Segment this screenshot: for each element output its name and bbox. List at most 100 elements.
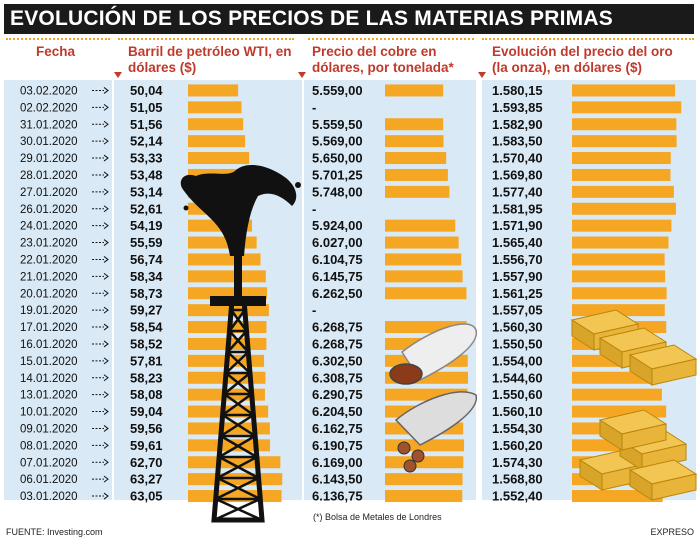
date-label: 27.01.2020 — [20, 187, 78, 199]
divider — [118, 38, 294, 40]
copper-value-label: - — [312, 201, 316, 216]
gold-value-label: 1.593,85 — [492, 100, 543, 115]
gold-bar — [572, 388, 662, 401]
oil-value-label: 53,14 — [130, 184, 163, 199]
oil-value-label: 57,81 — [130, 353, 163, 368]
gold-value-label: 1.550,50 — [492, 336, 543, 351]
date-label: 13.01.2020 — [20, 390, 78, 402]
copper-value-label: 6.136,75 — [312, 489, 363, 504]
copper-value-label: 5.748,00 — [312, 184, 363, 199]
date-label: 03.02.2020 — [20, 85, 78, 97]
copper-value-label: 6.302,50 — [312, 353, 363, 368]
date-label: 03.01.2020 — [20, 491, 78, 503]
gold-bar — [572, 253, 665, 266]
oil-value-label: 56,74 — [130, 252, 163, 267]
row-arrow-head — [103, 374, 109, 382]
oil-value-label: 51,56 — [130, 117, 163, 132]
copper-value-label: 5.559,00 — [312, 83, 363, 98]
oil-value-label: 58,54 — [130, 320, 163, 335]
row-arrow-head — [103, 137, 109, 145]
gold-value-label: 1.550,60 — [492, 387, 543, 402]
date-label: 23.01.2020 — [20, 238, 78, 250]
gold-bar — [572, 287, 667, 300]
gold-bar — [572, 202, 676, 215]
oil-derrick-strut — [223, 371, 253, 395]
gold-bar-icon — [621, 423, 667, 451]
row-arrow-head — [103, 289, 109, 297]
date-label: 29.01.2020 — [20, 153, 78, 165]
gold-value-label: 1.577,40 — [492, 184, 543, 199]
date-label: 24.01.2020 — [20, 221, 78, 233]
oil-value-label: 59,56 — [130, 421, 163, 436]
gold-bar — [572, 185, 674, 198]
header-arrow-icon — [298, 72, 306, 78]
header-arrow-icon — [114, 72, 122, 78]
gold-value-label: 1.561,25 — [492, 286, 543, 301]
oil-derrick-platform — [210, 296, 266, 306]
gold-bar — [572, 219, 672, 232]
oil-derrick-strut — [228, 308, 248, 332]
oil-derrick-strut — [216, 455, 260, 480]
copper-value-label: 6.162,75 — [312, 421, 363, 436]
date-label: 30.01.2020 — [20, 136, 78, 148]
oil-drop-icon — [183, 205, 189, 211]
row-arrow-head — [103, 306, 109, 314]
row-arrow-head — [103, 154, 109, 162]
copper-value-label: 6.027,00 — [312, 235, 363, 250]
copper-bar — [385, 118, 444, 131]
oil-derrick-strut — [213, 497, 263, 522]
divider — [308, 38, 474, 40]
gold-value-label: 1.556,70 — [492, 252, 543, 267]
copper-bar — [385, 287, 467, 300]
source-text: FUENTE: Investing.com — [6, 527, 103, 537]
copper-cable-icon — [394, 391, 477, 446]
date-label: 19.01.2020 — [20, 305, 78, 317]
oil-value-label: 63,27 — [130, 472, 163, 487]
gold-bar — [572, 270, 666, 283]
gold-value-label: 1.565,40 — [492, 235, 543, 250]
copper-value-label: 6.268,75 — [312, 336, 363, 351]
oil-value-label: 52,14 — [130, 134, 163, 149]
row-arrow-head — [103, 120, 109, 128]
row-arrow-head — [103, 458, 109, 466]
row-arrow-head — [103, 492, 109, 500]
header-oil: Barril de petróleo WTI, en dólares ($) — [128, 44, 292, 75]
date-panel — [4, 80, 112, 500]
date-label: 21.01.2020 — [20, 271, 78, 283]
gold-value-label: 1.557,05 — [492, 303, 543, 318]
oil-bar — [188, 152, 250, 165]
row-arrow-head — [103, 408, 109, 415]
date-label: 31.01.2020 — [20, 119, 78, 131]
copper-value-label: - — [312, 100, 316, 115]
copper-bar — [385, 490, 463, 503]
row-arrow-head — [103, 357, 109, 365]
copper-value-label: 6.104,75 — [312, 252, 363, 267]
header-gold: Evolución del precio del oro (la onza), … — [492, 44, 673, 75]
gold-bar — [572, 84, 676, 97]
copper-value-label: 6.143,50 — [312, 472, 363, 487]
row-arrow-head — [103, 441, 109, 449]
gold-value-label: 1.560,20 — [492, 438, 543, 453]
date-label: 10.01.2020 — [20, 407, 78, 419]
gold-value-label: 1.569,80 — [492, 167, 543, 182]
gold-bar — [572, 236, 669, 249]
oil-derrick-strut — [221, 392, 255, 417]
copper-bar — [385, 253, 462, 266]
copper-value-label: 6.190,75 — [312, 438, 363, 453]
oil-value-label: 58,08 — [130, 387, 163, 402]
gold-bar — [572, 152, 671, 165]
row-arrow-head — [103, 239, 109, 246]
copper-wire-icon — [403, 459, 417, 473]
header-arrow-icon — [478, 72, 486, 78]
gold-bar — [572, 135, 677, 148]
date-label: 26.01.2020 — [20, 204, 78, 216]
oil-drop-icon — [295, 182, 301, 188]
oil-derrick-strut — [218, 434, 258, 459]
copper-value-label: 5.701,25 — [312, 167, 363, 182]
divider — [482, 38, 694, 40]
row-arrow-head — [103, 188, 109, 196]
row-arrow-head — [103, 205, 109, 213]
oil-bar — [188, 84, 239, 97]
copper-cable-icon — [401, 323, 477, 381]
